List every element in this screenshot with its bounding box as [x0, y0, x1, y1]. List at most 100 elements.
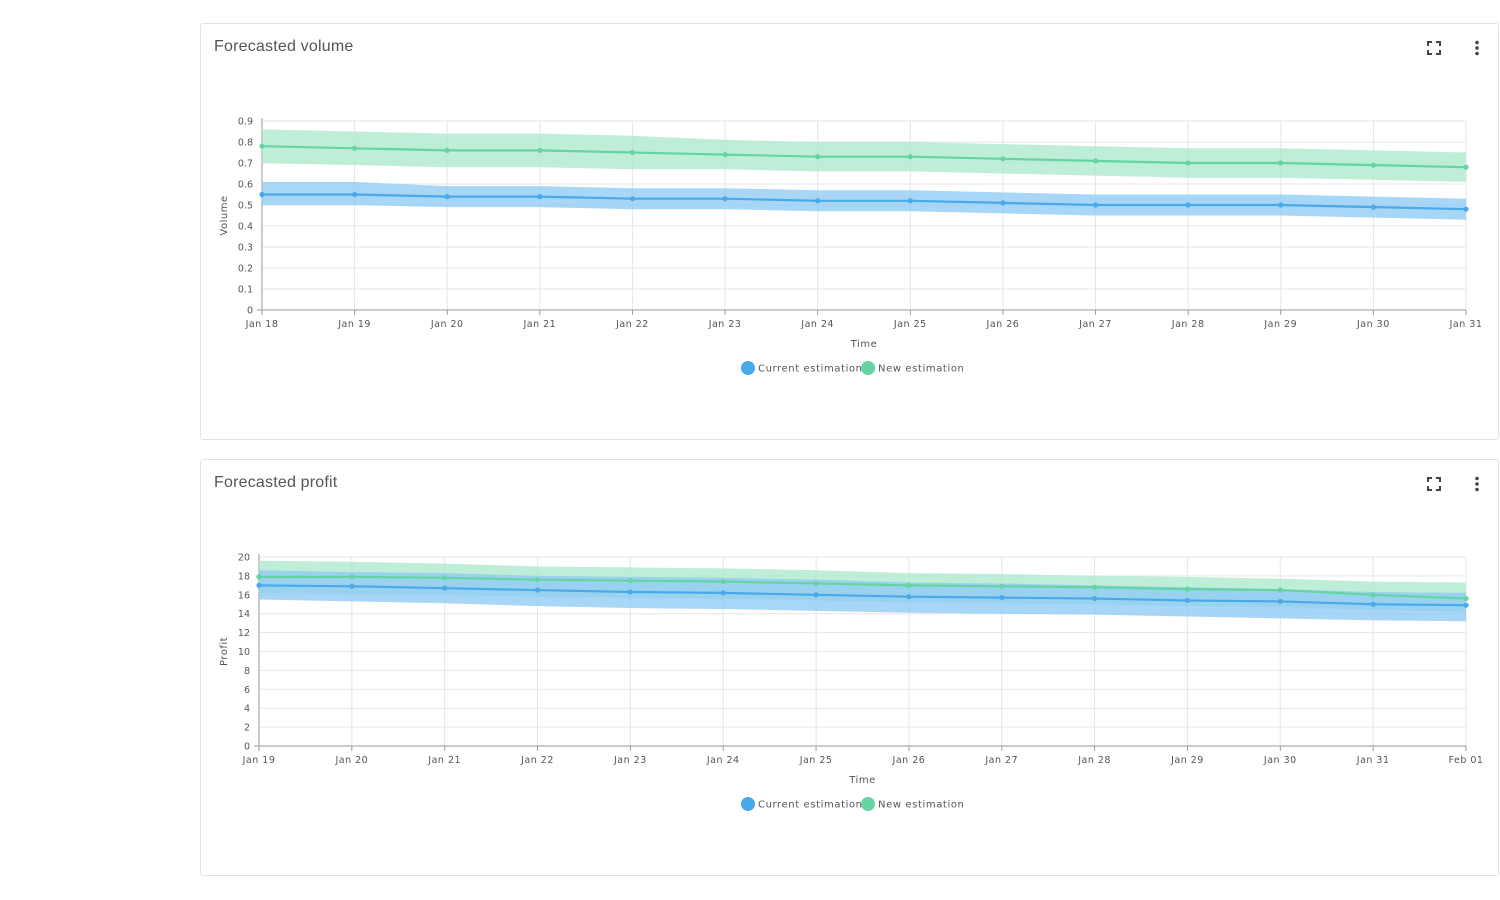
- new-data-point: [1463, 595, 1469, 602]
- new-data-point: [1370, 162, 1376, 168]
- x-tick-label: Jan 24: [706, 755, 740, 766]
- new-data-point: [813, 580, 819, 587]
- current-data-point: [720, 590, 726, 596]
- new-legend-marker: [861, 797, 875, 811]
- profit-card: Forecasted profit 0 2 4 6 8 10 12 14 16 18 20 Jan 1…: [200, 459, 1499, 876]
- x-tick-label: Jan 29: [1170, 755, 1204, 766]
- y-tick-label: 4: [244, 704, 250, 715]
- x-tick-label: Jan 22: [615, 319, 649, 330]
- card-title: Forecasted profit: [214, 474, 338, 491]
- current-data-point: [1092, 202, 1099, 208]
- y-tick-label: 0: [244, 742, 250, 753]
- x-tick-label: Jan 30: [1356, 319, 1390, 330]
- x-axis-title: Time: [850, 339, 877, 350]
- new-data-point: [444, 147, 450, 153]
- current-data-point: [534, 587, 541, 593]
- x-tick-label: Jan 28: [1077, 755, 1111, 766]
- y-tick-label: 8: [244, 666, 250, 677]
- new-data-point: [1092, 158, 1099, 164]
- new-data-point: [1185, 160, 1191, 166]
- x-tick-label: Jan 18: [245, 319, 279, 330]
- current-data-point: [722, 196, 728, 202]
- current-data-point: [259, 191, 265, 198]
- y-tick-label: 0.9: [238, 117, 253, 128]
- current-series-line: [258, 584, 1467, 607]
- new-data-point: [999, 583, 1005, 589]
- current-data-point: [1370, 601, 1376, 607]
- y-tick-label: 0.2: [238, 264, 253, 275]
- new-data-point: [1278, 160, 1284, 166]
- volume-card: Forecasted volume 0 0.1 0.2 0.3 0.4 0.5 0.6 0.7…: [200, 23, 1499, 440]
- volume-chart: 0 0.1 0.2 0.3 0.4 0.5 0.6 0.7 0.8 0.9 Jan 18 Jan 19…: [219, 117, 1482, 375]
- current-data-point: [907, 198, 913, 204]
- current-data-point: [1370, 204, 1376, 210]
- new-data-point: [534, 577, 541, 583]
- x-tick-label: Jan 25: [893, 319, 927, 330]
- current-data-point: [906, 594, 912, 600]
- x-tick-label: Jan 27: [1078, 319, 1112, 330]
- x-tick-label: Jan 31: [1356, 755, 1390, 766]
- y-tick-label: 16: [238, 590, 250, 601]
- new-data-point: [349, 574, 355, 580]
- x-tick-label: Jan 24: [800, 319, 834, 330]
- x-tick-label: Jan 23: [708, 319, 742, 330]
- new-data-point: [1092, 584, 1098, 590]
- new-data-point: [1370, 592, 1376, 598]
- x-tick-label: Jan 27: [984, 755, 1018, 766]
- new-data-point: [442, 575, 448, 581]
- current-legend-label: Current estimation: [758, 364, 863, 375]
- new-data-point: [352, 145, 358, 151]
- new-data-point: [259, 143, 265, 149]
- current-data-point: [813, 592, 819, 598]
- x-tick-label: Jan 25: [799, 755, 833, 766]
- current-data-point: [1463, 602, 1469, 608]
- y-tick-label: 0.5: [238, 201, 253, 212]
- current-data-point: [999, 595, 1005, 601]
- x-tick-label: Jan 26: [986, 319, 1020, 330]
- new-data-point: [1000, 156, 1006, 162]
- fullscreen-icon[interactable]: [1422, 472, 1446, 496]
- profit-chart: 0 2 4 6 8 10 12 14 16 18 20 Jan 19 Jan 20 Jan 21 Jan 2…: [219, 553, 1483, 811]
- more-vert-icon[interactable]: [1465, 472, 1489, 496]
- y-tick-label: 20: [238, 553, 250, 564]
- current-data-point: [815, 198, 821, 204]
- y-tick-label: 0.7: [238, 159, 253, 170]
- x-tick-label: Jan 22: [520, 755, 554, 766]
- y-tick-label: 0.3: [238, 243, 253, 254]
- current-legend-marker: [741, 361, 755, 375]
- current-data-point: [629, 196, 636, 202]
- new-data-point: [815, 154, 821, 160]
- new-data-point: [906, 582, 912, 588]
- y-tick-label: 14: [238, 609, 250, 620]
- new-legend-label: New estimation: [878, 364, 964, 375]
- new-data-point: [907, 154, 913, 160]
- current-legend-label: Current estimation: [758, 800, 863, 811]
- new-data-point: [627, 578, 633, 584]
- x-tick-label: Jan 29: [1263, 319, 1297, 330]
- more-vert-icon[interactable]: [1465, 36, 1489, 60]
- current-data-point: [444, 194, 450, 200]
- y-tick-label: 0: [247, 306, 253, 317]
- y-tick-label: 0.1: [238, 285, 253, 296]
- new-data-point: [720, 578, 726, 585]
- current-data-point: [256, 582, 262, 588]
- current-data-point: [1277, 598, 1283, 605]
- y-tick-label: 6: [244, 685, 250, 696]
- y-tick-label: 2: [244, 723, 250, 734]
- new-legend-label: New estimation: [878, 800, 964, 811]
- fullscreen-icon[interactable]: [1422, 36, 1446, 60]
- new-series-line: [261, 145, 1467, 169]
- card-title: Forecasted volume: [214, 38, 354, 55]
- new-data-point: [722, 152, 728, 158]
- x-tick-label: Jan 26: [892, 755, 926, 766]
- new-series-line: [259, 575, 1467, 600]
- y-tick-label: 0.6: [238, 180, 253, 191]
- x-tick-label: Jan 20: [334, 755, 368, 766]
- y-tick-label: 18: [238, 571, 250, 582]
- new-data-point: [537, 147, 543, 153]
- y-tick-label: 12: [238, 628, 250, 639]
- current-data-point: [1463, 206, 1469, 212]
- current-data-point: [627, 589, 633, 595]
- x-tick-label: Jan 28: [1171, 319, 1205, 330]
- x-tick-label: Jan 21: [427, 755, 461, 766]
